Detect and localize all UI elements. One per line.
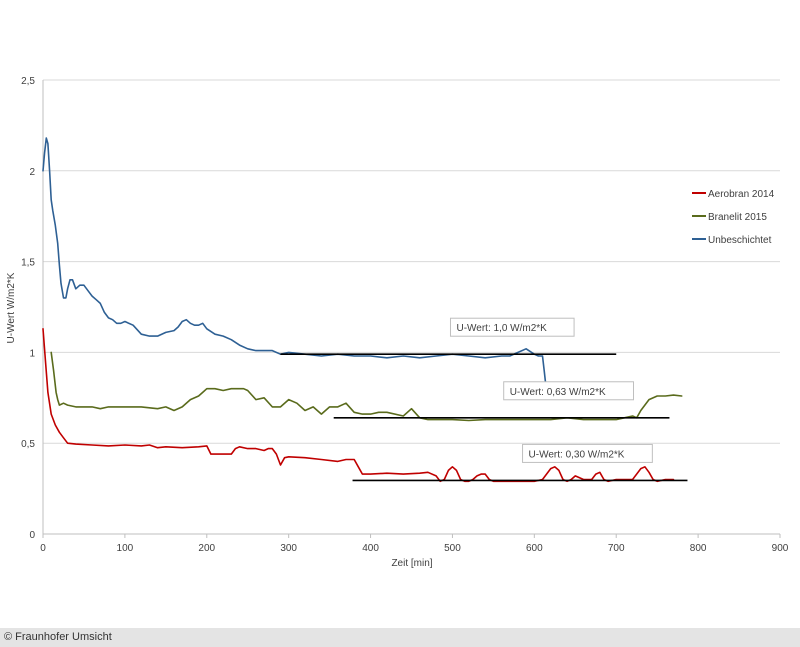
x-tick-label: 300 (280, 543, 297, 554)
legend-label: Unbeschichtet (708, 235, 772, 246)
y-tick-labels: 0 0,5 1 1,5 2 2,5 (21, 76, 35, 541)
x-tick-label: 200 (198, 543, 215, 554)
series-line-aerobran-2014 (42, 327, 675, 483)
y-axis-label: U-Wert W/m2*K (6, 272, 17, 343)
legend-label: Branelit 2015 (708, 212, 767, 223)
x-tick-label: 900 (772, 543, 789, 554)
reference-label: U-Wert: 0,30 W/m2*K (529, 449, 625, 460)
x-tick-label: 0 (40, 543, 46, 554)
x-tick-label: 400 (362, 543, 379, 554)
reference-label-box (522, 443, 653, 463)
x-tick-label: 700 (608, 543, 625, 554)
axes (42, 80, 781, 538)
reference-label-box (449, 317, 575, 337)
series-lines (42, 137, 683, 483)
x-tick-label: 100 (117, 543, 134, 554)
copyright-footer: © Fraunhofer Umsicht (0, 628, 800, 647)
legend-label: Aerobran 2014 (708, 189, 775, 200)
reference-label-box (503, 381, 635, 401)
series-line-unbeschichtet (42, 137, 548, 394)
gridlines (43, 79, 780, 444)
series-line-branelit-2015 (50, 351, 683, 422)
x-axis-label: Zeit [min] (391, 558, 432, 569)
y-tick-label: 1 (29, 348, 35, 359)
reference-label: U-Wert: 1,0 W/m2*K (456, 323, 547, 334)
y-tick-label: 2,5 (21, 76, 35, 87)
y-tick-label: 2 (29, 167, 35, 178)
reference-label: U-Wert: 0,63 W/m2*K (510, 387, 606, 398)
x-tick-label: 600 (526, 543, 543, 554)
x-tick-label: 800 (690, 543, 707, 554)
y-tick-label: 1,5 (21, 258, 35, 269)
reference-lines: U-Wert: 1,0 W/m2*K U-Wert: 0,63 W/m2*K U-W… (280, 317, 688, 482)
y-tick-label: 0 (29, 530, 35, 541)
y-tick-label: 0,5 (21, 439, 35, 450)
x-tick-labels: 0 100 200 300 400 500 600 700 800 900 (40, 543, 789, 554)
x-tick-label: 500 (444, 543, 461, 554)
u-value-chart: 0 0,5 1 1,5 2 2,5 0 100 200 300 400 500 600 700 800 90… (6, 76, 789, 569)
legend: Aerobran 2014 Branelit 2015 Unbeschichtet (692, 189, 775, 246)
